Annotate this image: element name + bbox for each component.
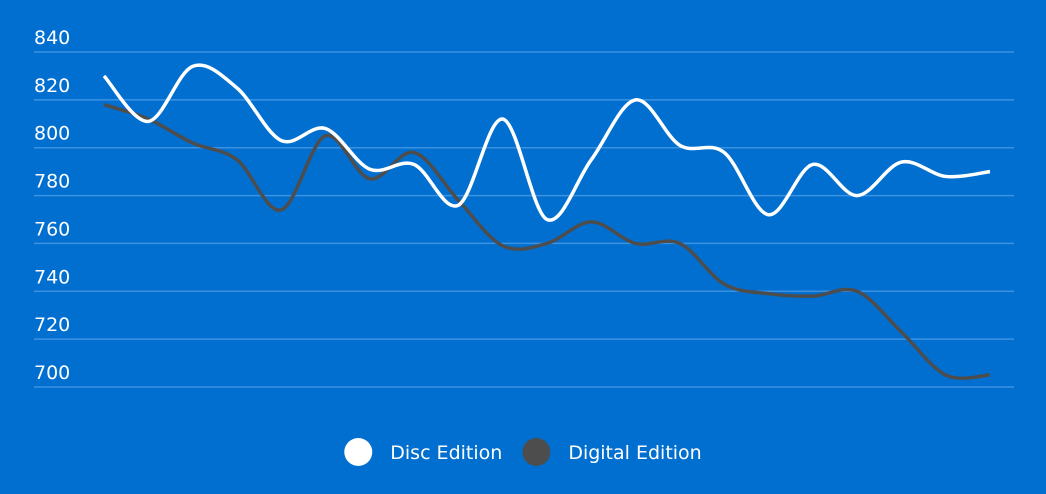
y-tick-label: 800 [34, 123, 70, 145]
y-tick-label: 780 [34, 171, 70, 193]
line-series [102, 63, 991, 222]
legend-item: Digital Edition [522, 438, 702, 466]
legend: Disc Edition Digital Edition [344, 438, 702, 466]
y-tick-label: 760 [34, 218, 70, 240]
y-tick-label: 740 [34, 266, 70, 288]
y-tick-label: 700 [34, 362, 70, 384]
y-tick-label: 720 [34, 314, 70, 336]
y-tick-label: 840 [34, 27, 70, 49]
legend-label: Disc Edition [390, 442, 502, 464]
y-tick-label: 820 [34, 75, 70, 97]
legend-marker [344, 438, 373, 466]
line-series [103, 102, 991, 380]
legend-marker [522, 438, 551, 466]
legend-item: Disc Edition [344, 438, 502, 466]
legend-label: Digital Edition [568, 442, 701, 464]
